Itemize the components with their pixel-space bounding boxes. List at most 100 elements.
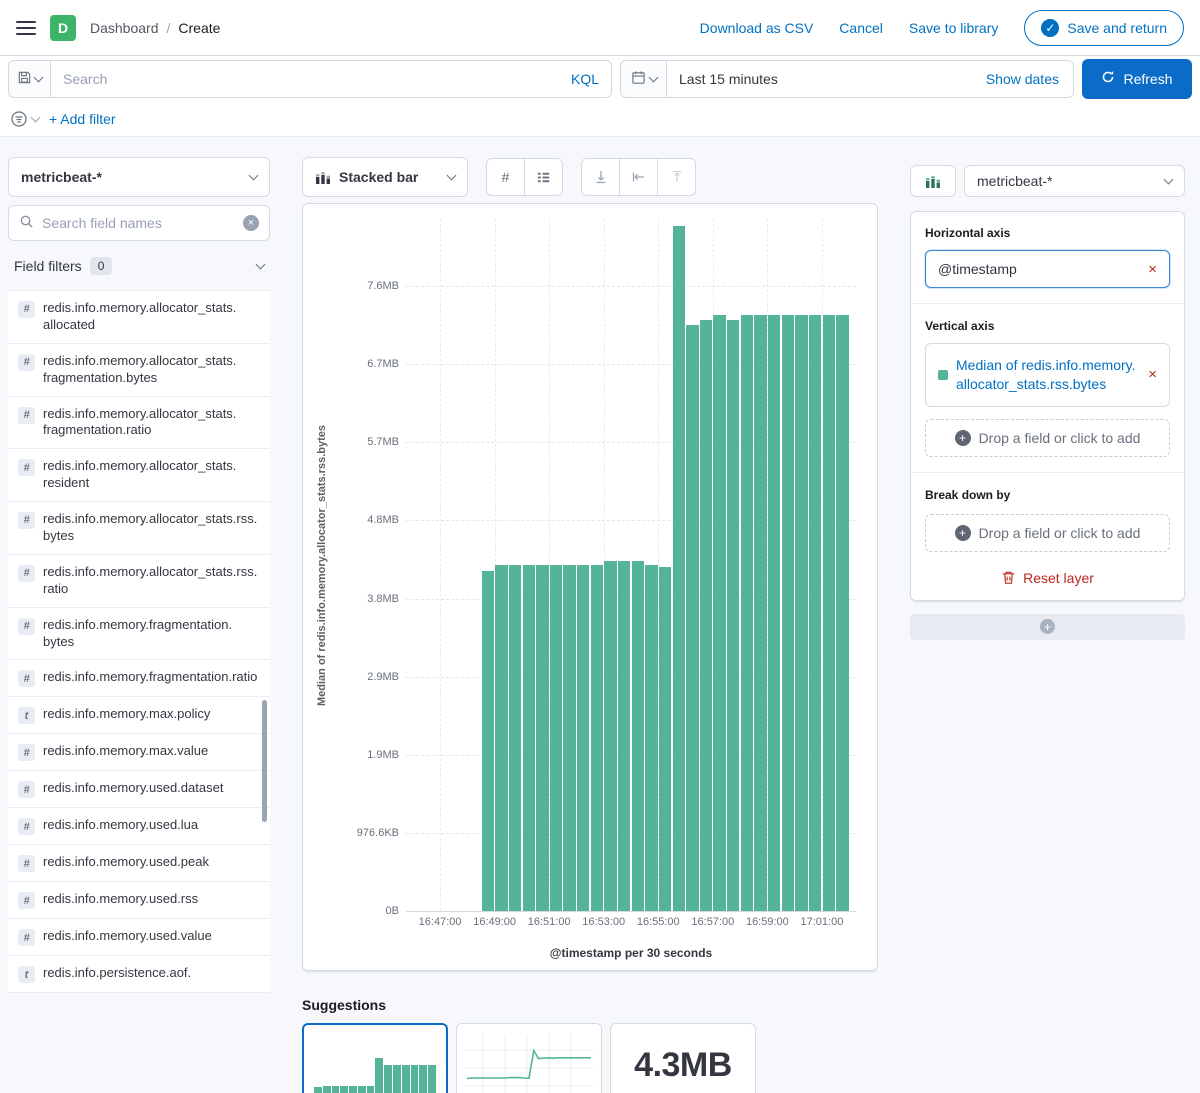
save-to-library-link[interactable]: Save to library: [908, 19, 999, 36]
number-field-icon: #: [18, 406, 35, 424]
field-list-item[interactable]: # redis.info.memory.allocator_stats.rss.r…: [8, 554, 270, 608]
drop-hint-text: Drop a field or click to add: [978, 524, 1141, 541]
bar: [740, 314, 754, 911]
x-axis-title: @timestamp per 30 seconds: [549, 946, 713, 960]
chart-toolbar: Stacked bar #: [302, 157, 878, 197]
chart-type-select[interactable]: Stacked bar: [302, 157, 468, 197]
number-field-icon: #: [18, 781, 35, 799]
layer-index-pattern-select[interactable]: metricbeat-*: [964, 165, 1185, 197]
field-list-item[interactable]: # redis.info.memory.used.dataset: [8, 771, 270, 809]
vertical-axis-dimension[interactable]: Median of redis.info.memory.allocator_st…: [925, 343, 1170, 407]
bar: [508, 565, 522, 911]
plus-icon: +: [1040, 619, 1055, 635]
mini-bar: [366, 1086, 375, 1093]
time-range-value[interactable]: Last 15 minutes: [679, 70, 778, 87]
x-tick-label: 16:49:00: [473, 916, 517, 928]
field-list-item[interactable]: # redis.info.memory.allocator_stats.fragm…: [8, 396, 270, 450]
reset-layer-label: Reset layer: [1023, 569, 1094, 586]
field-list-item[interactable]: # redis.info.memory.allocator_stats.resid…: [8, 449, 270, 503]
bar: [658, 567, 672, 911]
field-list-item[interactable]: # redis.info.memory.allocator_stats.fragm…: [8, 343, 270, 397]
legend-settings-button[interactable]: [524, 158, 563, 196]
remove-dimension-icon[interactable]: ×: [1148, 260, 1157, 278]
x-tick-label: 16:47:00: [418, 916, 462, 928]
bar: [617, 560, 631, 911]
index-pattern-select[interactable]: metricbeat-*: [8, 157, 270, 197]
refresh-button[interactable]: Refresh: [1082, 58, 1192, 99]
field-list-item[interactable]: # redis.info.memory.used.peak: [8, 845, 270, 883]
horizontal-axis-dimension[interactable]: @timestamp ×: [925, 250, 1170, 288]
break-down-label: Break down by: [925, 487, 1011, 502]
field-list-item[interactable]: # redis.info.memory.allocator_stats.alloc…: [8, 291, 270, 344]
suggestion-bar-chart[interactable]: [302, 1023, 448, 1093]
field-list-item[interactable]: # redis.info.memory.max.value: [8, 734, 270, 772]
add-layer-button[interactable]: +: [910, 613, 1185, 640]
number-field-icon: #: [18, 855, 35, 873]
calendar-menu-button[interactable]: [621, 60, 667, 97]
field-name: redis.info.memory.fragmentation.bytes: [43, 616, 233, 649]
download-csv-link[interactable]: Download as CSV: [699, 19, 814, 36]
field-name: redis.info.memory.allocator_stats.rss.ra…: [43, 563, 258, 596]
h-gridline: [406, 911, 856, 912]
field-list-scrollbar[interactable]: [262, 700, 267, 822]
workspace: Stacked bar # Median of redis.info.memor…: [302, 157, 878, 1093]
clear-search-icon[interactable]: ×: [243, 215, 259, 231]
breadcrumb-dashboard[interactable]: Dashboard: [90, 19, 159, 36]
layer-chart-type-button[interactable]: [910, 165, 956, 197]
layer-index-pattern-label: metricbeat-*: [977, 173, 1053, 189]
show-dates-link[interactable]: Show dates: [972, 61, 1073, 97]
field-list-item[interactable]: # redis.info.memory.fragmentation.bytes: [8, 607, 270, 661]
number-field-icon: #: [18, 929, 35, 947]
bar: [699, 319, 713, 911]
field-filters-accordion[interactable]: Field filters 0: [8, 248, 270, 284]
vertical-axis-drop-zone[interactable]: + Drop a field or click to add: [925, 418, 1170, 457]
chevron-down-icon: [33, 72, 44, 82]
calendar-icon: [631, 70, 646, 88]
add-filter-link[interactable]: + Add filter: [49, 110, 116, 127]
field-list-item[interactable]: t redis.info.persistence.aof.: [8, 956, 270, 994]
suggestion-metric[interactable]: 4.3MB: [610, 1023, 756, 1093]
y-tick-label: 1.9MB: [367, 748, 399, 761]
search-icon: [19, 214, 34, 232]
time-picker: Last 15 minutes Show dates: [620, 59, 1074, 98]
field-list-item[interactable]: # redis.info.memory.allocator_stats.rss.b…: [8, 502, 270, 555]
field-list-item[interactable]: t redis.info.memory.max.policy: [8, 697, 270, 735]
menu-icon[interactable]: [16, 20, 36, 35]
field-list-item[interactable]: # redis.info.memory.used.lua: [8, 808, 270, 846]
field-list-item[interactable]: # redis.info.memory.fragmentation.ratio: [8, 660, 270, 698]
field-name: redis.info.memory.max.value: [43, 743, 209, 759]
reset-layer-button[interactable]: Reset layer: [925, 570, 1170, 586]
text-field-icon: t: [18, 966, 35, 984]
right-axis-settings-button[interactable]: [657, 158, 696, 196]
y-tick-label: 976.6KB: [356, 826, 399, 839]
save-and-return-button[interactable]: ✓ Save and return: [1024, 9, 1184, 46]
search-input[interactable]: [63, 70, 563, 87]
suggestion-line-chart[interactable]: [456, 1023, 602, 1093]
field-search-input[interactable]: [42, 215, 235, 231]
saved-query-menu-button[interactable]: [8, 59, 50, 98]
y-tick-label: 6.7MB: [367, 358, 399, 371]
cancel-link[interactable]: Cancel: [839, 19, 883, 36]
number-field-icon: #: [18, 512, 35, 530]
kql-toggle[interactable]: KQL: [570, 70, 599, 87]
value-labels-button[interactable]: #: [486, 158, 525, 196]
field-list-item[interactable]: # redis.info.memory.used.value: [8, 919, 270, 957]
vertical-axis-label: Vertical axis: [925, 319, 995, 333]
layer-config-sidebar: metricbeat-* Horizontal axis @timestamp …: [910, 157, 1185, 640]
number-field-icon: #: [18, 670, 35, 688]
left-axis-settings-button[interactable]: [581, 158, 620, 196]
filter-menu-icon[interactable]: [10, 110, 41, 128]
bar: [754, 314, 767, 911]
bottom-axis-settings-button[interactable]: [619, 158, 658, 196]
divider: [911, 303, 1184, 304]
break-down-drop-zone[interactable]: + Drop a field or click to add: [925, 513, 1170, 552]
field-list-item[interactable]: # redis.info.memory.used.rss: [8, 882, 270, 920]
mini-bar: [419, 1065, 428, 1093]
field-sidebar: metricbeat-* × Field filters 0 # redis.in…: [8, 157, 270, 994]
bar: [536, 565, 549, 911]
vertical-field-label: Median of redis.info.memory.allocator_st…: [956, 357, 1136, 392]
field-search-box: ×: [8, 205, 270, 241]
h-gridline: [406, 832, 856, 834]
remove-dimension-icon[interactable]: ×: [1148, 366, 1157, 384]
v-gridline: [658, 219, 660, 911]
